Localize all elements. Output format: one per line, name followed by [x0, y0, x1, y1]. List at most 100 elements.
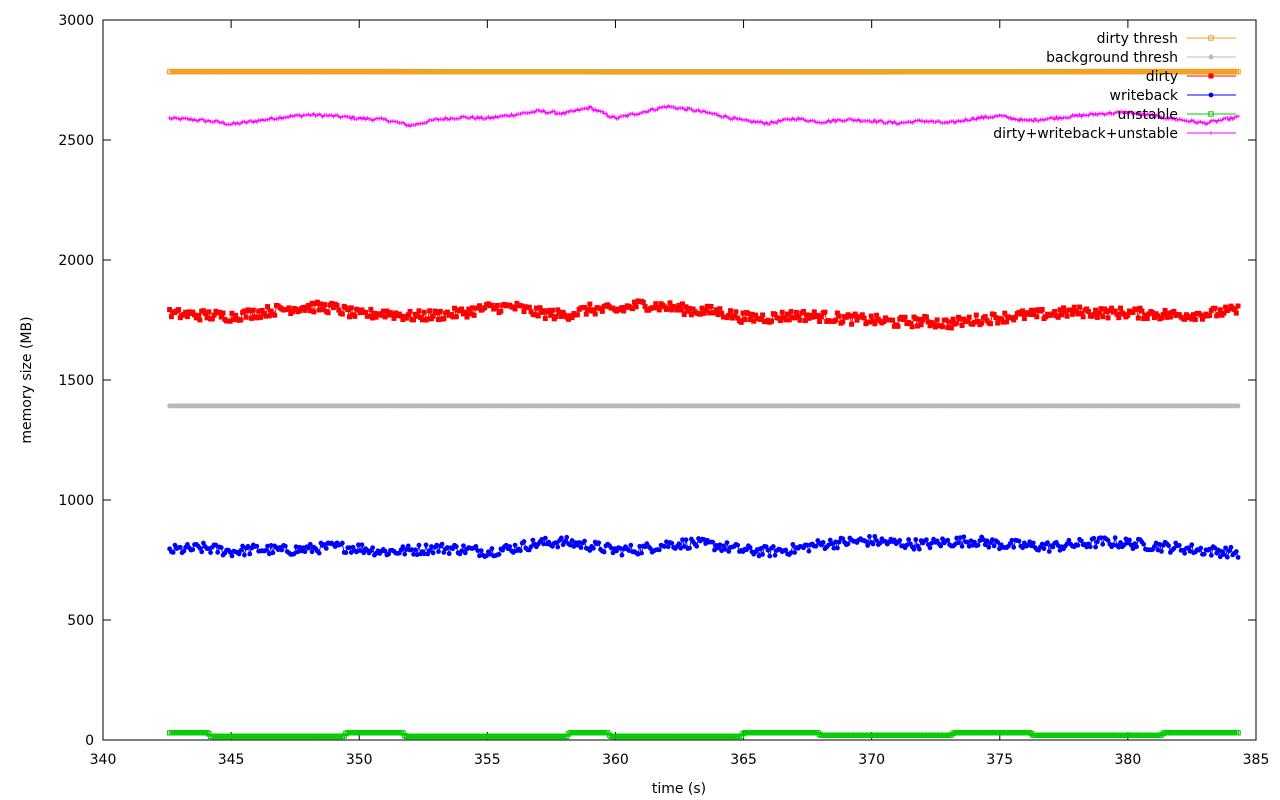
- data-point: [199, 549, 205, 555]
- data-point: [216, 309, 222, 315]
- data-point: [295, 113, 300, 118]
- data-point: [1002, 113, 1007, 118]
- data-point: [553, 314, 559, 320]
- data-point: [555, 544, 561, 550]
- data-point: [1049, 115, 1054, 120]
- data-point: [728, 308, 734, 314]
- data-point: [763, 544, 769, 550]
- data-point: [829, 541, 835, 547]
- data-point: [788, 309, 794, 315]
- data-point: [318, 113, 323, 118]
- data-point: [1121, 311, 1127, 317]
- data-point: [831, 545, 837, 551]
- data-point: [1100, 541, 1106, 547]
- data-point: [270, 550, 276, 556]
- data-point: [1171, 546, 1177, 551]
- data-point: [1171, 308, 1177, 314]
- data-point: [245, 543, 251, 549]
- data-point: [452, 305, 458, 311]
- data-point: [1068, 307, 1074, 313]
- data-point: [833, 119, 838, 124]
- data-point: [462, 309, 468, 315]
- data-point: [1061, 305, 1067, 311]
- data-point: [285, 114, 290, 119]
- data-point: [843, 314, 849, 320]
- data-point: [1066, 537, 1072, 543]
- data-point: [909, 324, 915, 330]
- data-point: [665, 544, 671, 550]
- data-point: [799, 116, 804, 121]
- data-point: [1202, 120, 1207, 125]
- legend: dirty thresh background thresh dirty writeb…: [993, 31, 1236, 142]
- data-point: [887, 119, 892, 124]
- data-point: [637, 111, 642, 116]
- data-point: [707, 110, 712, 115]
- data-point: [450, 314, 456, 320]
- data-point: [1142, 312, 1148, 318]
- data-point: [1118, 540, 1123, 545]
- data-point: [772, 311, 778, 317]
- data-point: [760, 312, 766, 318]
- data-point: [1016, 538, 1022, 544]
- data-point: [878, 118, 883, 123]
- data-point: [469, 305, 475, 311]
- data-point: [496, 551, 502, 557]
- data-point: [840, 319, 846, 325]
- data-point: [854, 317, 860, 323]
- data-point: [471, 312, 477, 318]
- data-point: [974, 117, 979, 122]
- data-point: [1069, 311, 1075, 317]
- data-point: [998, 316, 1004, 322]
- data-point: [1236, 114, 1241, 119]
- data-point: [268, 308, 274, 314]
- data-point: [302, 307, 308, 313]
- data-point: [995, 320, 1001, 326]
- data-point: [227, 318, 233, 324]
- data-point: [1127, 537, 1132, 543]
- data-point: [726, 548, 732, 554]
- data-point: [1155, 113, 1160, 118]
- data-point: [685, 308, 691, 314]
- data-point: [1027, 311, 1033, 317]
- data-point: [1087, 544, 1093, 550]
- data-point: [180, 115, 185, 120]
- data-point: [683, 537, 689, 543]
- data-point: [945, 325, 951, 331]
- data-point: [236, 551, 242, 557]
- data-point: [557, 111, 562, 116]
- data-point: [925, 319, 931, 325]
- data-point: [311, 111, 316, 116]
- data-point: [427, 308, 433, 314]
- data-point: [1144, 316, 1150, 322]
- data-point: [1170, 117, 1175, 122]
- data-point: [956, 118, 961, 123]
- data-point: [831, 117, 836, 122]
- data-point: [386, 312, 392, 318]
- data-point: [1112, 308, 1118, 314]
- data-point: [975, 542, 981, 548]
- data-point: [818, 314, 824, 320]
- data-point: [416, 308, 422, 314]
- data-point: [393, 119, 398, 124]
- data-point: [1063, 115, 1068, 120]
- data-point: [289, 309, 295, 315]
- data-point: [461, 543, 466, 549]
- x-tick-label: 345: [218, 752, 245, 768]
- data-point: [1191, 312, 1197, 318]
- data-point: [466, 306, 472, 312]
- data-point: [170, 549, 176, 555]
- data-point: [797, 317, 803, 323]
- data-point: [904, 120, 909, 125]
- legend-label: unstable: [1118, 107, 1179, 123]
- data-point: [592, 311, 598, 317]
- x-tick-label: 380: [1115, 752, 1142, 768]
- data-point: [538, 109, 543, 114]
- data-point: [788, 550, 794, 556]
- data-point: [708, 111, 713, 116]
- data-point: [608, 545, 614, 551]
- data-point: [348, 550, 354, 555]
- data-point: [1020, 308, 1026, 314]
- data-point: [208, 550, 213, 555]
- data-point: [283, 115, 288, 120]
- data-point: [1158, 315, 1164, 321]
